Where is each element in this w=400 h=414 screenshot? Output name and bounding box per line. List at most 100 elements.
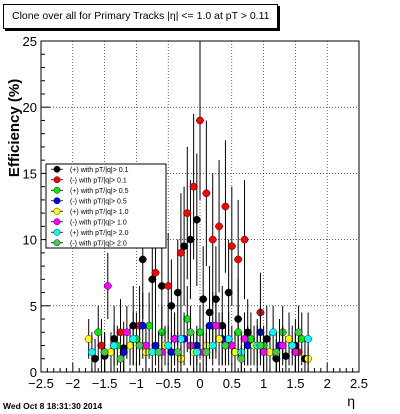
x-tick-label: −1 xyxy=(129,376,144,391)
data-point xyxy=(164,282,172,290)
data-point xyxy=(91,354,99,363)
legend-marker xyxy=(53,165,61,173)
data-point xyxy=(129,335,138,343)
data-point xyxy=(177,335,185,343)
data-point xyxy=(110,341,118,350)
y-tick-label: 15 xyxy=(23,166,37,181)
legend-entry-label: (-) with pT/|q|> 1.0 xyxy=(70,219,127,226)
x-tick-label: −2 xyxy=(65,376,80,391)
data-point xyxy=(288,341,297,350)
legend-entry-label: (+) with pT/|q|> 2.0 xyxy=(70,230,129,237)
data-point xyxy=(189,182,198,191)
legend-marker xyxy=(53,207,61,215)
data-point xyxy=(294,328,303,337)
data-point xyxy=(151,341,160,350)
data-point xyxy=(199,295,207,303)
x-tick-label: 2.5 xyxy=(350,376,368,391)
data-point xyxy=(183,315,192,323)
y-axis-label: Efficiency (%) xyxy=(6,79,23,177)
data-point xyxy=(262,335,271,343)
legend-entry-label: (+) with pT/|q|> 0.5 xyxy=(70,188,129,195)
x-tick-label: −2.5 xyxy=(28,376,54,391)
legend: (+) with pT/|q|> 0.1 (-) with pT/|q|> 0.1… xyxy=(45,163,167,249)
data-point xyxy=(208,341,217,350)
legend-entry-label: (-) with pT/|q|> 2.0 xyxy=(70,240,127,247)
data-point xyxy=(151,268,160,277)
chart-title-box: Clone over all for Primary Tracks |η| <=… xyxy=(3,4,278,29)
data-point xyxy=(285,335,293,343)
data-point xyxy=(119,348,128,356)
data-point xyxy=(196,116,204,125)
data-point xyxy=(224,335,233,343)
data-point xyxy=(100,348,109,356)
data-point xyxy=(84,335,93,343)
data-point xyxy=(126,341,134,350)
x-axis-label: η xyxy=(347,393,355,409)
data-point xyxy=(116,354,125,363)
x-tick-label: −0.5 xyxy=(155,376,181,391)
legend-marker xyxy=(53,218,61,226)
data-point xyxy=(234,255,242,264)
data-point xyxy=(186,328,195,337)
legend-marker xyxy=(53,176,61,184)
data-point xyxy=(304,335,312,343)
legend-marker xyxy=(53,228,61,236)
data-point xyxy=(148,275,157,284)
legend-marker xyxy=(53,239,61,247)
legend-entry-label: (-) with pT/|q|> 0.1 xyxy=(70,177,127,184)
data-point xyxy=(193,348,201,356)
data-point xyxy=(202,189,211,198)
data-point xyxy=(173,348,182,356)
data-point xyxy=(240,235,249,244)
legend-marker xyxy=(53,197,61,205)
data-point xyxy=(269,328,277,337)
data-point xyxy=(177,249,185,257)
data-point xyxy=(94,328,103,337)
data-point xyxy=(282,352,290,360)
data-point xyxy=(256,341,265,350)
data-point xyxy=(278,341,287,350)
legend-entry-label: (+) with pT/|q|> 1.0 xyxy=(70,209,129,216)
y-tick-label: 25 xyxy=(23,34,37,49)
data-point xyxy=(123,328,131,337)
y-tick-label: 0 xyxy=(30,365,37,380)
x-tick-label: 2 xyxy=(324,376,331,391)
data-point xyxy=(173,288,182,297)
legend-entry-label: (+) with pT/|q|> 0.1 xyxy=(70,167,129,174)
y-tick-label: 20 xyxy=(23,100,37,115)
data-point xyxy=(88,348,96,356)
chart-title: Clone over all for Primary Tracks |η| <=… xyxy=(12,10,270,22)
data-point xyxy=(240,335,249,343)
data-points xyxy=(84,41,313,372)
data-point xyxy=(103,282,112,290)
x-tick-label: 1 xyxy=(260,376,267,391)
data-point xyxy=(234,328,242,337)
data-point xyxy=(164,341,172,350)
x-tick-label: −1.5 xyxy=(92,376,118,391)
data-point xyxy=(138,255,147,264)
data-point xyxy=(291,348,300,356)
data-point xyxy=(97,341,106,350)
data-point xyxy=(224,288,233,297)
data-point xyxy=(212,321,220,330)
data-point xyxy=(167,301,176,310)
x-tick-label: 0.5 xyxy=(223,376,241,391)
data-point xyxy=(202,348,211,356)
legend-box xyxy=(45,163,167,249)
y-tick-label: 5 xyxy=(30,299,37,314)
legend-entry-label: (-) with pT/|q|> 0.5 xyxy=(70,198,127,205)
data-point xyxy=(135,341,144,350)
data-point xyxy=(138,321,147,330)
timestamp: Wed Oct 8 18:31:30 2014 xyxy=(3,401,103,411)
x-tick-label: 0 xyxy=(196,376,203,391)
data-point xyxy=(259,348,268,356)
data-point xyxy=(215,335,223,343)
data-point xyxy=(193,215,201,224)
data-point xyxy=(272,348,281,356)
data-point xyxy=(180,242,188,251)
data-point xyxy=(221,202,230,211)
data-point xyxy=(186,235,195,244)
data-point xyxy=(196,328,204,337)
data-point xyxy=(221,341,230,350)
